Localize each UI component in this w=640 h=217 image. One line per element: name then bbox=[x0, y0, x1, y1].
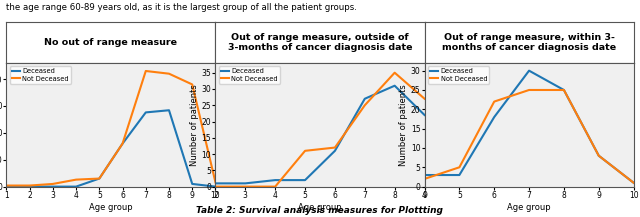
X-axis label: Age group: Age group bbox=[508, 202, 551, 212]
Deceased bbox=[188, 183, 196, 185]
Not Deceased bbox=[331, 146, 339, 149]
Deceased bbox=[456, 174, 463, 176]
Deceased bbox=[490, 116, 498, 118]
Deceased bbox=[331, 150, 339, 152]
Deceased bbox=[301, 179, 309, 181]
Not Deceased bbox=[26, 184, 33, 187]
Deceased bbox=[525, 69, 533, 72]
Not Deceased bbox=[212, 185, 220, 188]
Not Deceased bbox=[420, 178, 428, 180]
Line: Deceased: Deceased bbox=[216, 86, 424, 183]
Deceased bbox=[361, 97, 369, 100]
Deceased bbox=[142, 111, 150, 114]
Deceased bbox=[26, 185, 33, 188]
Text: the age range 60-89 years old, as it is the largest group of all the patient gro: the age range 60-89 years old, as it is … bbox=[6, 3, 357, 12]
Not Deceased bbox=[271, 185, 279, 188]
Not Deceased bbox=[165, 72, 173, 75]
Legend: Deceased, Not Deceased: Deceased, Not Deceased bbox=[219, 66, 280, 84]
Y-axis label: Number of patients: Number of patients bbox=[399, 84, 408, 166]
Deceased bbox=[420, 174, 428, 176]
Not Deceased bbox=[3, 184, 10, 187]
Text: Table 2: Survival analysis measures for Plottting: Table 2: Survival analysis measures for … bbox=[196, 206, 444, 215]
Not Deceased bbox=[49, 183, 57, 185]
Deceased bbox=[630, 181, 637, 184]
Deceased bbox=[595, 155, 603, 157]
Not Deceased bbox=[490, 100, 498, 103]
Deceased bbox=[212, 182, 220, 185]
Deceased bbox=[49, 185, 57, 188]
Deceased bbox=[212, 185, 220, 188]
Not Deceased bbox=[95, 177, 103, 180]
Not Deceased bbox=[188, 83, 196, 86]
Line: Not Deceased: Not Deceased bbox=[6, 71, 216, 186]
Not Deceased bbox=[241, 185, 249, 188]
Not Deceased bbox=[560, 89, 568, 91]
Not Deceased bbox=[391, 71, 399, 74]
Deceased bbox=[165, 109, 173, 112]
Text: Out of range measure, within 3-
months of cancer diagnosis date: Out of range measure, within 3- months o… bbox=[442, 33, 616, 52]
Deceased bbox=[271, 179, 279, 181]
Line: Deceased: Deceased bbox=[6, 110, 216, 187]
Not Deceased bbox=[361, 104, 369, 107]
Legend: Deceased, Not Deceased: Deceased, Not Deceased bbox=[428, 66, 489, 84]
Text: No out of range measure: No out of range measure bbox=[44, 38, 177, 47]
Deceased bbox=[420, 114, 428, 116]
Deceased bbox=[118, 142, 126, 145]
Not Deceased bbox=[525, 89, 533, 91]
Line: Not Deceased: Not Deceased bbox=[424, 90, 634, 183]
Not Deceased bbox=[420, 97, 428, 100]
Not Deceased bbox=[301, 150, 309, 152]
X-axis label: Age group: Age group bbox=[298, 202, 342, 212]
Deceased bbox=[72, 185, 80, 188]
Deceased bbox=[391, 84, 399, 87]
Not Deceased bbox=[630, 181, 637, 184]
Deceased bbox=[3, 185, 10, 188]
Deceased bbox=[95, 177, 103, 180]
Text: Out of range measure, outside of
3-months of cancer diagnosis date: Out of range measure, outside of 3-month… bbox=[228, 33, 412, 52]
Not Deceased bbox=[72, 178, 80, 181]
Not Deceased bbox=[212, 181, 220, 184]
Deceased bbox=[560, 89, 568, 91]
Deceased bbox=[241, 182, 249, 185]
Line: Not Deceased: Not Deceased bbox=[216, 73, 424, 187]
Not Deceased bbox=[595, 155, 603, 157]
Not Deceased bbox=[118, 142, 126, 145]
Y-axis label: Number of patients: Number of patients bbox=[190, 84, 199, 166]
X-axis label: Age group: Age group bbox=[89, 202, 132, 212]
Line: Deceased: Deceased bbox=[424, 71, 634, 183]
Not Deceased bbox=[142, 70, 150, 72]
Not Deceased bbox=[456, 166, 463, 169]
Legend: Deceased, Not Deceased: Deceased, Not Deceased bbox=[10, 66, 71, 84]
